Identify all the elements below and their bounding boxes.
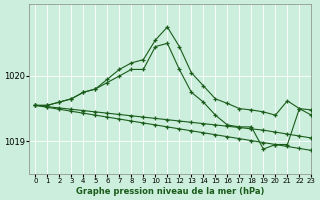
X-axis label: Graphe pression niveau de la mer (hPa): Graphe pression niveau de la mer (hPa) xyxy=(76,187,265,196)
